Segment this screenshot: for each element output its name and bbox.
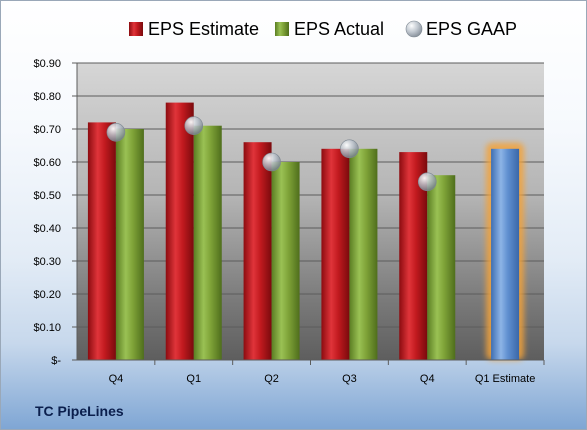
gridlines xyxy=(72,62,544,361)
y-tick-label: $0.90 xyxy=(33,58,61,70)
marker-eps-gaap xyxy=(262,152,281,172)
y-tick-label: $0.40 xyxy=(33,223,61,235)
bars xyxy=(87,102,525,361)
marker-eps-gaap xyxy=(417,172,437,192)
bar-eps-actual xyxy=(271,162,300,360)
x-tick-label: Q4 xyxy=(109,373,124,385)
legend-label: EPS GAAP xyxy=(426,19,517,39)
marker-eps-gaap xyxy=(184,116,204,135)
marker-eps-gaap xyxy=(340,139,359,159)
bar-eps-actual xyxy=(349,148,378,360)
y-tick-label: $- xyxy=(51,355,61,367)
marker-eps-gaap xyxy=(106,123,126,142)
y-tick-label: $0.60 xyxy=(33,157,61,169)
y-tick-label: $0.30 xyxy=(33,256,61,268)
plot-area xyxy=(77,63,544,360)
company-name: TC PipeLines xyxy=(35,403,124,419)
gaap-markers xyxy=(106,116,437,192)
y-tick-label: $0.80 xyxy=(33,91,61,103)
y-tick-label: $0.20 xyxy=(33,289,61,301)
x-tick-label: Q1 xyxy=(186,373,201,385)
x-axis: Q4 Q1 Q2 Q3 Q4 Q1 Estimate xyxy=(77,359,545,385)
bar-eps-actual xyxy=(193,125,222,360)
bar-eps-actual xyxy=(115,129,144,360)
bar-eps-estimate xyxy=(165,102,194,360)
legend-label: EPS Actual xyxy=(294,19,384,39)
legend: EPS Estimate EPS Actual EPS GAAP xyxy=(129,19,517,39)
y-tick-label: $0.10 xyxy=(33,322,61,334)
x-tick-label: Q3 xyxy=(342,373,357,385)
legend-swatch xyxy=(405,20,423,38)
y-tick-label: $0.50 xyxy=(33,190,61,202)
x-tick-label: Q2 xyxy=(264,373,279,385)
x-tick-label: Q4 xyxy=(420,373,435,385)
legend-label: EPS Estimate xyxy=(148,19,259,39)
bar-eps-estimate xyxy=(243,142,272,360)
bar-eps-estimate xyxy=(87,122,116,361)
legend-swatch xyxy=(129,22,143,36)
bar-eps-estimate xyxy=(321,148,350,360)
x-tick-label: Q1 Estimate xyxy=(475,373,536,385)
y-axis: $- $0.10 $0.20 $0.30 $0.40 $0.50 $0.60 $0.70 $0.… xyxy=(33,58,78,367)
bar-q1-estimate xyxy=(491,148,520,360)
bar-eps-actual xyxy=(427,175,456,360)
legend-swatch xyxy=(275,22,289,36)
y-tick-label: $0.70 xyxy=(33,124,61,136)
